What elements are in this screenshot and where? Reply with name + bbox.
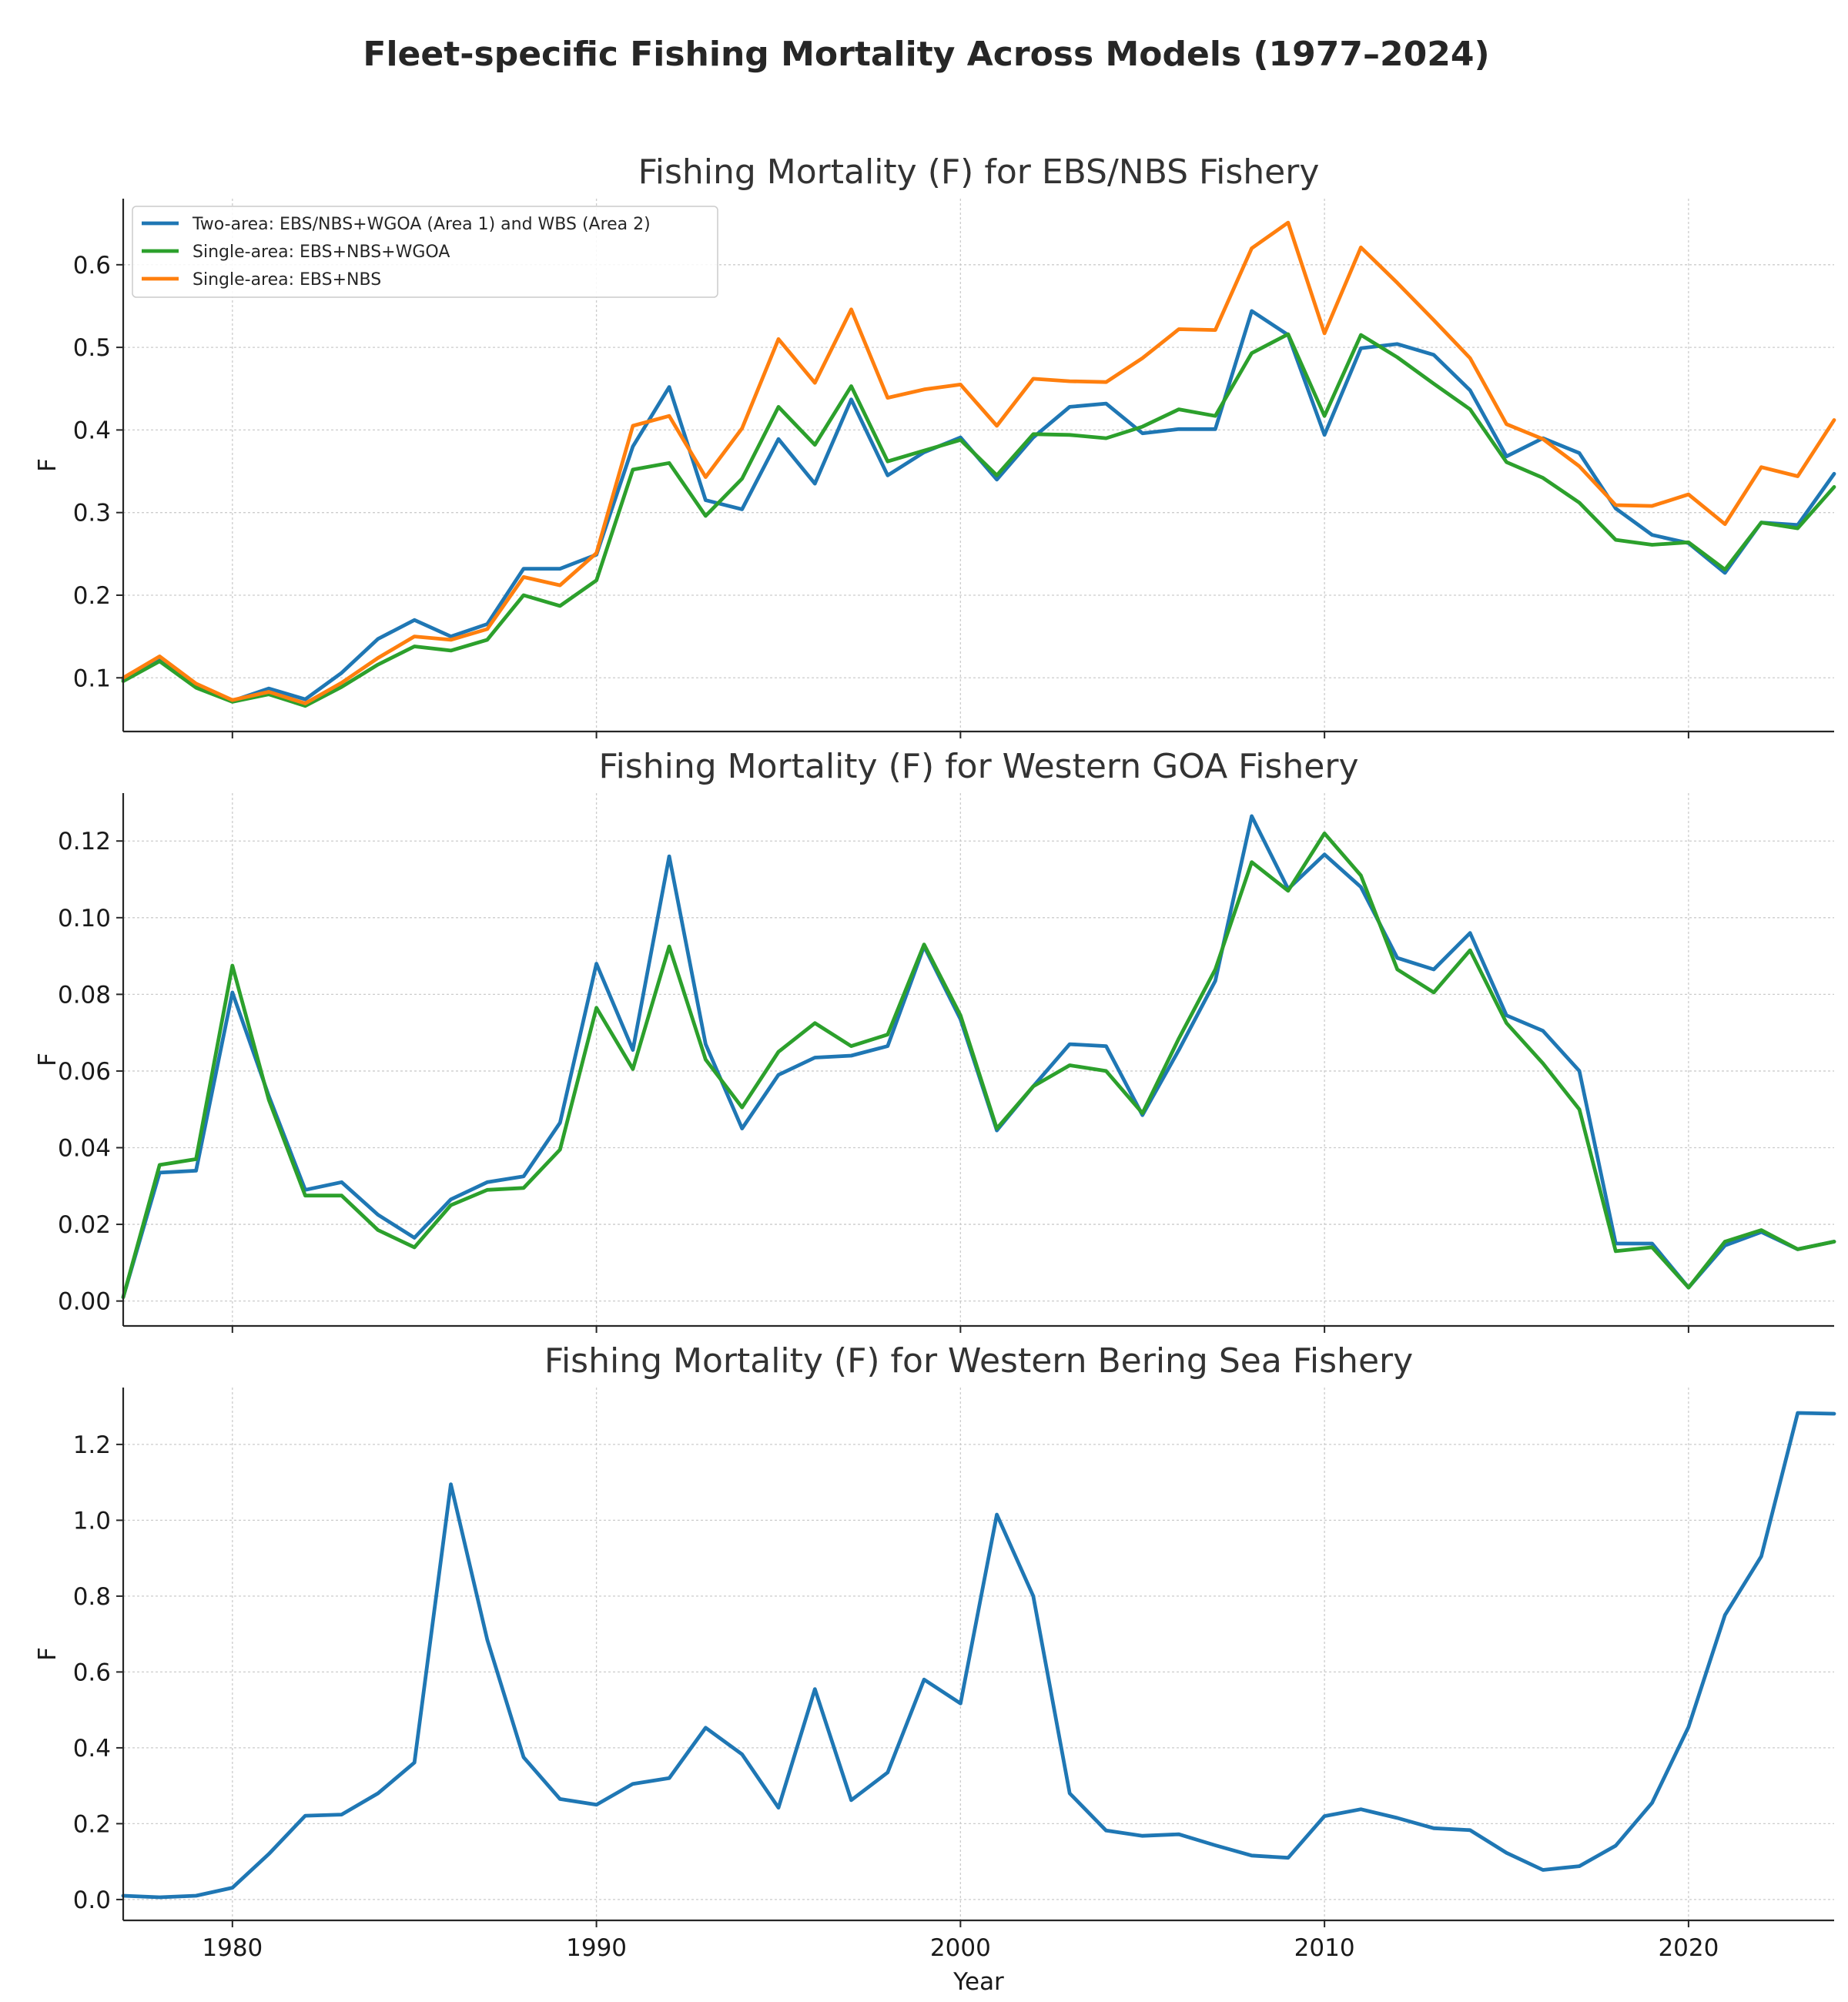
panel-title: Fishing Mortality (F) for Western Bering… xyxy=(544,1341,1413,1381)
legend-entry-label: Single-area: EBS+NBS+WGOA xyxy=(192,243,450,262)
x-tick-label: 2020 xyxy=(1658,1934,1719,1962)
y-tick-label: 1.0 xyxy=(73,1507,111,1535)
y-tick-label: 0.00 xyxy=(58,1288,111,1316)
y-tick-label: 0.12 xyxy=(58,828,111,855)
x-axis-label: Year xyxy=(952,1968,1004,1996)
y-tick-label: 0.06 xyxy=(58,1058,111,1086)
y-tick-label: 0.8 xyxy=(73,1583,111,1611)
x-tick-label: 2000 xyxy=(930,1934,991,1962)
legend-entry-label: Two-area: EBS/NBS+WGOA (Area 1) and WBS … xyxy=(192,215,651,234)
y-tick-label: 0.4 xyxy=(73,1735,111,1763)
series-line xyxy=(121,831,1836,1300)
y-tick-label: 0.6 xyxy=(73,1659,111,1686)
y-tick-label: 0.02 xyxy=(58,1211,111,1239)
legend: Two-area: EBS/NBS+WGOA (Area 1) and WBS … xyxy=(132,206,718,298)
y-tick-label: 0.2 xyxy=(73,582,111,610)
y-axis-label: F xyxy=(34,458,62,472)
x-tick-label: 1990 xyxy=(566,1934,627,1962)
series-line xyxy=(121,1411,1836,1900)
x-tick-label: 1980 xyxy=(202,1934,263,1962)
x-tick-label: 2010 xyxy=(1294,1934,1355,1962)
y-tick-label: 0.10 xyxy=(58,905,111,932)
panel-title: Fishing Mortality (F) for EBS/NBS Fisher… xyxy=(638,152,1320,192)
legend-entry-label: Single-area: EBS+NBS xyxy=(192,270,381,290)
y-tick-label: 0.3 xyxy=(73,500,111,527)
series-line xyxy=(121,332,1836,708)
y-tick-label: 0.2 xyxy=(73,1810,111,1838)
y-tick-label: 0.1 xyxy=(73,665,111,692)
y-tick-label: 0.04 xyxy=(58,1135,111,1163)
y-tick-label: 0.0 xyxy=(73,1886,111,1914)
y-tick-label: 1.2 xyxy=(73,1431,111,1459)
y-tick-label: 0.5 xyxy=(73,334,111,362)
y-tick-label: 0.4 xyxy=(73,417,111,444)
panel-title: Fishing Mortality (F) for Western GOA Fi… xyxy=(598,747,1358,786)
y-axis-label: F xyxy=(34,1053,62,1066)
series-line xyxy=(121,220,1836,705)
chart-panel-2: Fishing Mortality (F) for Western GOA Fi… xyxy=(34,747,1836,1333)
y-tick-label: 0.6 xyxy=(73,252,111,280)
y-axis-label: F xyxy=(34,1647,62,1661)
chart-panel-1: Fishing Mortality (F) for EBS/NBS Fisher… xyxy=(34,152,1836,738)
y-tick-label: 0.08 xyxy=(58,981,111,1009)
legend-frame xyxy=(132,206,718,298)
chart-panel-3: Fishing Mortality (F) for Western Bering… xyxy=(34,1341,1836,1996)
figure-suptitle: Fleet-specific Fishing Mortality Across … xyxy=(363,35,1489,74)
